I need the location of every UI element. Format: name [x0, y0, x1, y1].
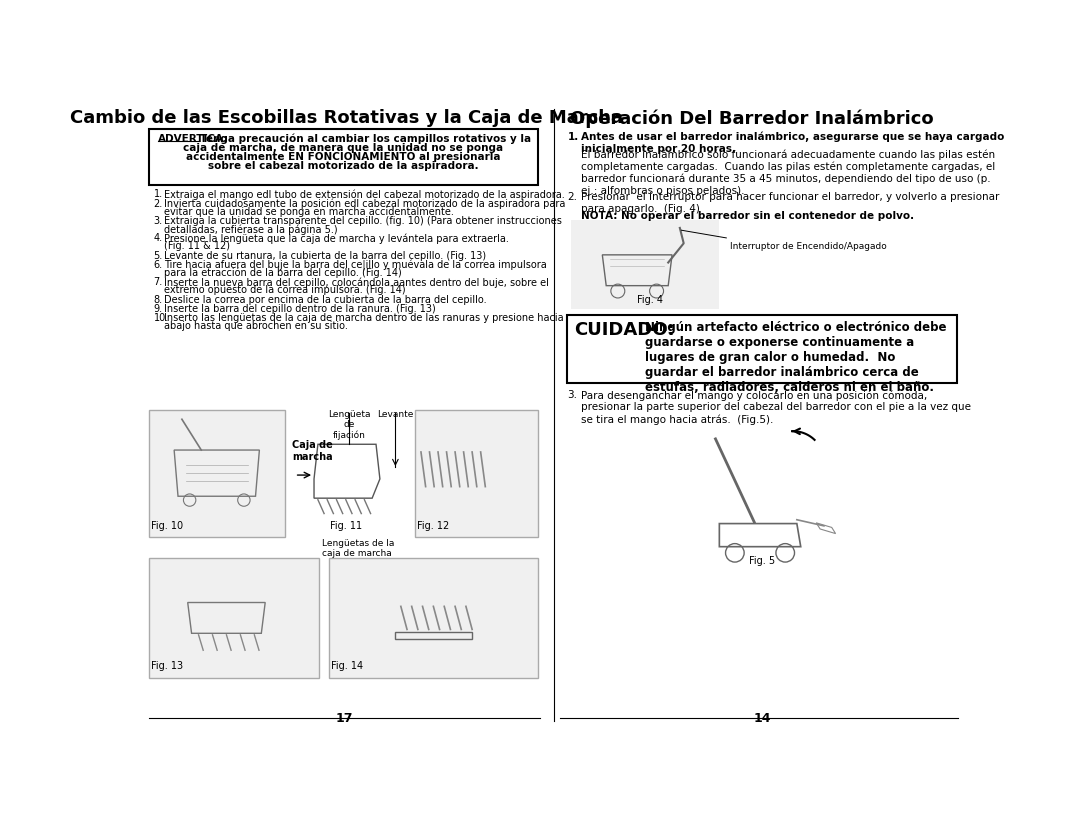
- Text: para la etracción de la barra del cepillo. (Fig. 14): para la etracción de la barra del cepill…: [164, 268, 402, 279]
- Text: Cambio de las Escobillas Rotativas y la Caja de Marcha: Cambio de las Escobillas Rotativas y la …: [70, 109, 623, 128]
- Text: Antes de usar el barredor inalámbrico, asegurarse que se haya cargado
inicialmen: Antes de usar el barredor inalámbrico, a…: [581, 132, 1004, 153]
- Text: Interruptor de Encendido/Apagado: Interruptor de Encendido/Apagado: [730, 242, 887, 251]
- Text: Ningún artefacto eléctrico o electrónico debe
guardarse o exponerse continuament: Ningún artefacto eléctrico o electrónico…: [645, 321, 946, 394]
- FancyBboxPatch shape: [328, 558, 538, 677]
- Text: 14: 14: [754, 712, 771, 726]
- Text: ADVERTICA:: ADVERTICA:: [159, 134, 229, 144]
- Text: Caja de
marcha: Caja de marcha: [293, 440, 333, 462]
- Text: 8.: 8.: [153, 294, 163, 304]
- Text: Invierta cuidadosamente la posición edl cabezal motorizado de la aspiradora para: Invierta cuidadosamente la posición edl …: [164, 198, 566, 209]
- Text: caja de marcha, de manera que la unidad no se ponga: caja de marcha, de manera que la unidad …: [184, 143, 503, 153]
- Text: Operación Del Barredor Inalámbrico: Operación Del Barredor Inalámbrico: [570, 109, 934, 128]
- Text: Deslice la correa por encima de la cubierta de la barra del cepillo.: Deslice la correa por encima de la cubie…: [164, 294, 487, 304]
- Text: Fig. 5: Fig. 5: [748, 556, 775, 566]
- Text: El barredor inalámbrico sólo funcionará adecuadamente cuando las pilas estén
com: El barredor inalámbrico sólo funcionará …: [581, 149, 996, 196]
- Text: 3.: 3.: [567, 390, 578, 400]
- Text: Inserte la barra del cepillo dentro de la ranura. (Fig. 13): Inserte la barra del cepillo dentro de l…: [164, 304, 436, 314]
- Text: 2.: 2.: [153, 198, 163, 208]
- Text: 6.: 6.: [153, 260, 163, 270]
- Text: Para desenganchar el mango y colocarlo en una posición cómoda,
presionar la part: Para desenganchar el mango y colocarlo e…: [581, 390, 971, 425]
- Text: Fig. 12: Fig. 12: [417, 520, 449, 530]
- Text: detalladas, refiérase a la página 5.): detalladas, refiérase a la página 5.): [164, 224, 338, 234]
- Text: Inserto las lengüetas de la caja de marcha dentro de las ranuras y presione haci: Inserto las lengüetas de la caja de marc…: [164, 313, 564, 323]
- Text: Lengüetas de la
caja de marcha: Lengüetas de la caja de marcha: [322, 539, 394, 559]
- Text: Presione la lengüeta que la caja de marcha y levántela para extraerla.: Presione la lengüeta que la caja de marc…: [164, 234, 510, 244]
- Text: Levante de su rtanura, la cubierta de la barra del cepillo. (Fig. 13): Levante de su rtanura, la cubierta de la…: [164, 250, 487, 260]
- Text: Levante: Levante: [377, 409, 414, 419]
- FancyBboxPatch shape: [415, 409, 538, 536]
- Text: 9.: 9.: [153, 304, 163, 314]
- Text: 1.: 1.: [153, 189, 163, 199]
- FancyBboxPatch shape: [149, 409, 284, 536]
- Text: 7.: 7.: [153, 277, 163, 287]
- Text: Inserte la nueva barra del cepillo, colocándola aantes dentro del buje, sobre el: Inserte la nueva barra del cepillo, colo…: [164, 277, 550, 288]
- Text: extremo opuesto de la correa impulsora. (Fig. 14): extremo opuesto de la correa impulsora. …: [164, 285, 406, 295]
- Text: 5.: 5.: [153, 250, 163, 260]
- Text: CUIDADO:: CUIDADO:: [573, 321, 674, 339]
- Text: 3.: 3.: [153, 216, 163, 226]
- Text: accidentalmente EN FONCIONAMIENTO al presionarla: accidentalmente EN FONCIONAMIENTO al pre…: [186, 152, 501, 162]
- Text: Fig. 13: Fig. 13: [151, 661, 184, 671]
- FancyBboxPatch shape: [149, 558, 320, 677]
- Text: Tenga precaución al cambiar los campillos rotativos y la: Tenga precaución al cambiar los campillo…: [200, 134, 531, 144]
- FancyBboxPatch shape: [567, 315, 957, 383]
- Text: 17: 17: [336, 712, 353, 726]
- FancyBboxPatch shape: [149, 129, 538, 185]
- Text: 4.: 4.: [153, 234, 163, 244]
- Text: Fig. 10: Fig. 10: [151, 520, 184, 530]
- Text: Presionar  el interruptor para hacer funcionar el barredor, y volverlo a presion: Presionar el interruptor para hacer func…: [581, 193, 1000, 214]
- Text: (Fig. 11 & 12): (Fig. 11 & 12): [164, 241, 230, 251]
- Text: Fig. 14: Fig. 14: [332, 661, 363, 671]
- Text: Extraiga la cubierta transparente del cepillo. (fig. 10) (Para obtener instrucci: Extraiga la cubierta transparente del ce…: [164, 216, 563, 226]
- Text: 1.: 1.: [567, 132, 579, 142]
- Text: evitar que la unidad se ponga en marcha accidentalmente.: evitar que la unidad se ponga en marcha …: [164, 207, 455, 217]
- Text: sobre el cabezal motorizado de la aspiradora.: sobre el cabezal motorizado de la aspira…: [208, 160, 478, 170]
- FancyBboxPatch shape: [571, 220, 718, 309]
- Text: 2.: 2.: [567, 193, 578, 203]
- Text: Tire hacia afuera del buje la barra del ce|illo y muévala de la correa impulsora: Tire hacia afuera del buje la barra del …: [164, 260, 548, 271]
- Text: Lengüeta
de
fijación: Lengüeta de fijación: [327, 409, 370, 440]
- Text: Fig. 4: Fig. 4: [637, 295, 663, 305]
- Text: Extraiga el mango edl tubo de extensión del cabezal motorizado de la aspiradora.: Extraiga el mango edl tubo de extensión …: [164, 189, 565, 200]
- Text: 10.: 10.: [153, 313, 168, 323]
- Text: Fig. 11: Fig. 11: [329, 520, 362, 530]
- Text: abajo hasta que abrochen en su sitio.: abajo hasta que abrochen en su sitio.: [164, 321, 349, 331]
- Text: NOTA: No operar el barredor sin el contenedor de polvo.: NOTA: No operar el barredor sin el conte…: [581, 211, 915, 221]
